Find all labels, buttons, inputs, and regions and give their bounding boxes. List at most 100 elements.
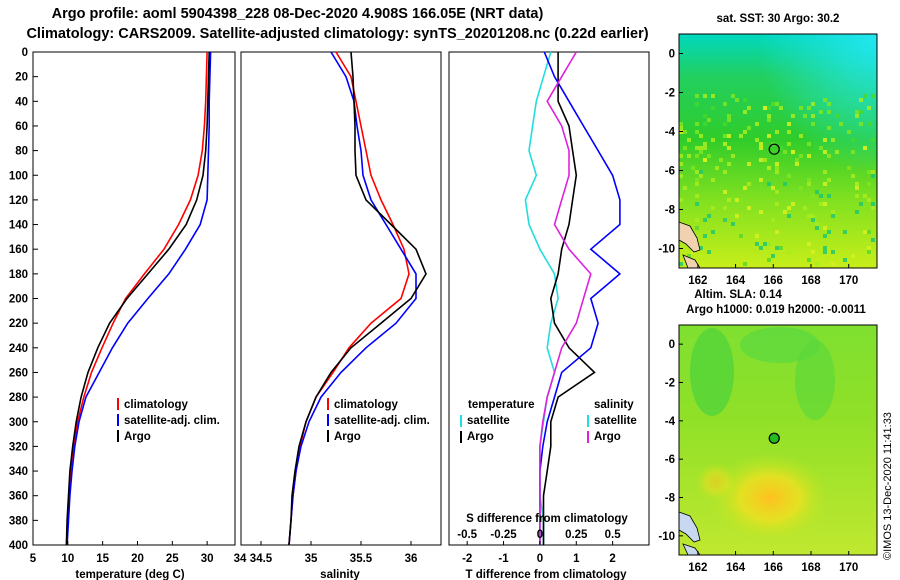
sst-texture-cell [703, 94, 707, 98]
depth-tick-label: 360 [9, 491, 28, 503]
sst-texture-cell [683, 130, 687, 134]
temperature-satellite-line [66, 51, 212, 546]
depth-tick-label: 60 [15, 121, 28, 133]
sst-texture-cell [851, 254, 855, 258]
sst-texture-cell [827, 126, 831, 130]
sst-texture-cell [819, 146, 823, 150]
sst-texture-cell [823, 246, 827, 250]
sst-texture-cell [711, 106, 715, 110]
sst-texture-cell [775, 202, 779, 206]
sst-texture-cell [735, 98, 739, 102]
sst-texture-cell [771, 218, 775, 222]
legend-argo-label: Argo [334, 431, 361, 443]
sst-texture-cell [711, 230, 715, 234]
salinity-x-tick-label: 36 [405, 553, 418, 565]
sst-texture-cell [791, 150, 795, 154]
sst-texture-cell [723, 134, 727, 138]
map-x-tick-label: 170 [839, 275, 858, 287]
sst-texture-cell [739, 134, 743, 138]
sst-texture-cell [847, 206, 851, 210]
sst-texture-cell [807, 154, 811, 158]
sst-map-frame [678, 33, 878, 269]
sst-texture-cell [859, 98, 863, 102]
sst-texture-cell [783, 182, 787, 186]
depth-tick-label: 240 [9, 343, 28, 355]
sst-texture-cell [687, 154, 691, 158]
t-difference-x-tick-label: -2 [462, 553, 472, 565]
sst-texture-cell [823, 182, 827, 186]
sst-texture-cell [711, 138, 715, 142]
sla-map-green-band [795, 340, 835, 420]
sst-texture-cell [711, 206, 715, 210]
sst-texture-cell [815, 262, 819, 266]
sst-texture-cell [755, 122, 759, 126]
map-y-tick-label: -8 [665, 493, 676, 505]
sst-texture-cell [807, 142, 811, 146]
salinity-x-tick-label: 35 [305, 553, 318, 565]
sst-texture-cell [871, 94, 875, 98]
map-y-tick-label: 0 [669, 339, 675, 351]
map-y-tick-label: 0 [669, 49, 675, 61]
sst-texture-cell [743, 186, 747, 190]
sla-map-subtitle: Argo h1000: 0.019 h2000: -0.0011 [686, 304, 866, 316]
sst-texture-cell [679, 262, 683, 266]
sst-texture-cell [863, 146, 867, 150]
sst-texture-cell [807, 178, 811, 182]
temperature-x-tick-label: 34 [234, 553, 247, 565]
sst-texture-cell [847, 166, 851, 170]
sst-texture-cell [859, 122, 863, 126]
sst-texture-cell [779, 106, 783, 110]
difference-legend: temperature satellite Argo salinity sate… [460, 399, 637, 443]
t-difference-x-tick-label: -1 [498, 553, 509, 565]
depth-tick-label: 120 [9, 195, 28, 207]
sst-texture-cell [827, 178, 831, 182]
sst-texture-cell [735, 198, 739, 202]
sst-texture-cell [727, 134, 731, 138]
sst-texture-cell [695, 122, 699, 126]
sst-texture-cell [847, 130, 851, 134]
header-line-2: Climatology: CARS2009. Satellite-adjuste… [26, 26, 649, 42]
s-argo-diff-line [539, 51, 592, 545]
sst-texture-cell [787, 250, 791, 254]
sst-texture-cell [767, 166, 771, 170]
sst-texture-cell [695, 130, 699, 134]
sla-map-warm-blob [710, 453, 830, 543]
sst-texture-cell [703, 218, 707, 222]
sst-texture-cell [695, 146, 699, 150]
temperature-argo-line [65, 51, 210, 546]
sst-texture-cell [767, 134, 771, 138]
sst-texture-cell [767, 258, 771, 262]
depth-tick-label: 200 [9, 294, 28, 306]
sst-texture-cell [807, 242, 811, 246]
sst-texture-cell [731, 94, 735, 98]
sst-texture-cell [823, 170, 827, 174]
sla-argo-location-marker [768, 432, 780, 444]
sst-texture-cell [799, 154, 803, 158]
sst-texture-cell [799, 106, 803, 110]
map-x-tick-label: 166 [764, 275, 783, 287]
sst-texture-cell [859, 110, 863, 114]
sst-texture-cell [683, 146, 687, 150]
sst-texture-cell [799, 186, 803, 190]
legend-temperature-title: temperature [468, 399, 534, 411]
sst-texture-cell [867, 250, 871, 254]
legend-s-argo-label: Argo [594, 431, 621, 443]
temperature-x-tick-label: 15 [96, 553, 109, 565]
sst-texture-cell [771, 254, 775, 258]
sst-texture-cell [695, 202, 699, 206]
sst-texture-cell [851, 138, 855, 142]
sst-texture-cell [731, 222, 735, 226]
sst-map-title: sat. SST: 30 Argo: 30.2 [717, 13, 840, 25]
map-x-tick-label: 168 [801, 275, 821, 287]
sst-texture-cell [699, 246, 703, 250]
sst-texture-cell [811, 214, 815, 218]
header-line-1: Argo profile: aoml 5904398_228 08-Dec-20… [51, 6, 544, 22]
sst-texture-cell [699, 146, 703, 150]
sla-map-warm-blob [694, 462, 738, 502]
t-difference-x-tick-label: 0 [537, 553, 543, 565]
sst-texture-cell [863, 230, 867, 234]
sst-texture-cell [795, 162, 799, 166]
sst-texture-cell [867, 198, 871, 202]
sst-texture-cell [755, 138, 759, 142]
map-y-tick-label: -10 [658, 531, 675, 543]
